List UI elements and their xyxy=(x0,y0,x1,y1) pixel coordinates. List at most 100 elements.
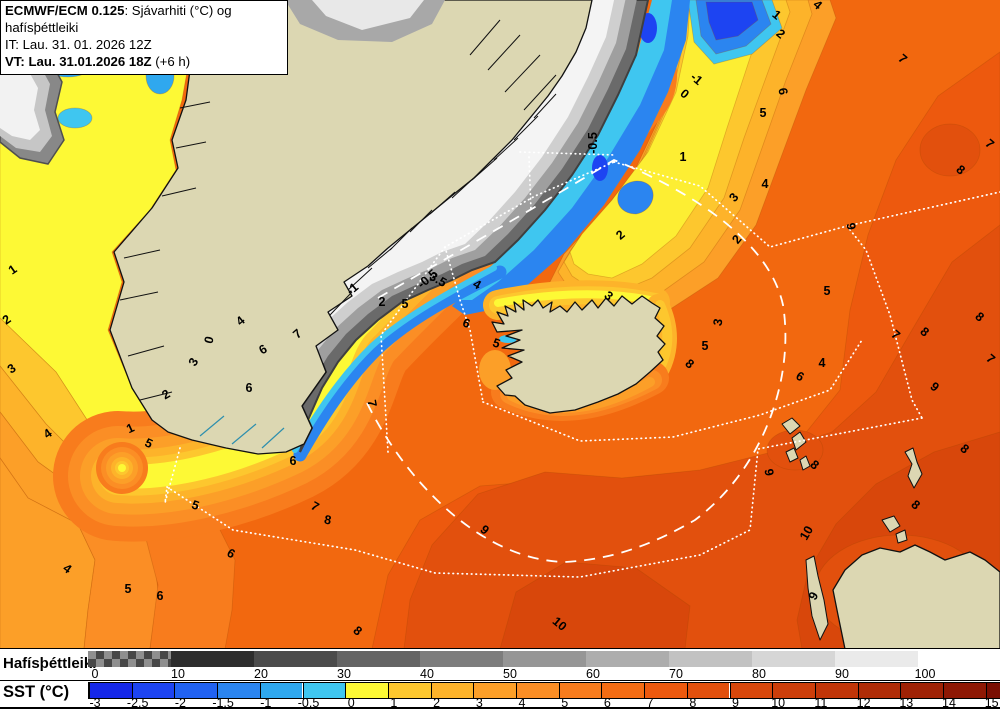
legend-color-segment xyxy=(644,683,687,698)
legend-tick-value: 30 xyxy=(337,667,351,681)
contour-value-label: 5 xyxy=(190,497,201,513)
legend-tick-value: 20 xyxy=(254,667,268,681)
legend-tick-value: -1 xyxy=(260,696,272,709)
legend-color-segment xyxy=(259,683,303,698)
contour-value-label: 0 xyxy=(201,335,216,345)
legend-color-segment xyxy=(473,683,516,698)
legend-tick-value: 100 xyxy=(914,667,936,681)
legend-color-segment xyxy=(558,683,602,698)
ice-concentration-colorbar xyxy=(88,651,1000,667)
contour-value-label: 9 xyxy=(843,222,858,231)
sst-legend-label: SST (°C) xyxy=(3,683,70,701)
contour-value-label: 4 xyxy=(762,177,769,191)
faroe-islands xyxy=(781,417,811,471)
legend-color-segment xyxy=(772,683,815,698)
outer-hebrides xyxy=(805,555,829,641)
legend-tick-value: 70 xyxy=(669,667,683,681)
maritime-boundary-lines xyxy=(164,151,1000,578)
legend-color-segment xyxy=(835,651,918,667)
legend-panel: Hafísþéttleiki 0 10 20 30 40 50 60 70 80 90 100 SS… xyxy=(0,648,1000,709)
legend-tick-value: 12 xyxy=(856,696,871,709)
legend-color-segment xyxy=(943,683,986,698)
contour-value-label: 6 xyxy=(157,589,164,603)
legend-tick-value: 90 xyxy=(835,667,849,681)
contour-value-label: 1 xyxy=(680,150,687,164)
legend-tick-value: 15 xyxy=(984,696,999,709)
legend-tick-value: 10 xyxy=(771,696,786,709)
legend-tick-value: 50 xyxy=(503,667,517,681)
legend-color-segment xyxy=(900,683,943,698)
legend-color-segment xyxy=(430,683,474,698)
contour-value-label: 6 xyxy=(246,381,253,395)
legend-color-segment xyxy=(752,651,835,667)
sst-ice-map: 01234456152034676-1-0.5253.5-0.5-1012124… xyxy=(0,0,1000,649)
legend-tick-value: 1 xyxy=(390,696,398,709)
greenland-terrain-details xyxy=(119,0,557,449)
contour-value-label: 9 xyxy=(761,468,776,477)
legend-tick-value: 7 xyxy=(646,696,654,709)
contour-value-label: 6 xyxy=(775,87,790,96)
legend-color-segment xyxy=(814,683,858,698)
contour-value-label: 10 xyxy=(797,523,816,542)
legend-tick-value: 40 xyxy=(420,667,434,681)
contour-value-label: 6 xyxy=(461,315,472,331)
legend-tick-value: 0 xyxy=(91,667,99,681)
legend-color-segment xyxy=(337,651,420,667)
legend-tick-value: 10 xyxy=(171,667,185,681)
legend-color-segment xyxy=(686,683,730,698)
legend-tick-value: 14 xyxy=(942,696,956,709)
legend-color-segment xyxy=(171,651,254,667)
scotland-landmass xyxy=(832,544,1000,649)
legend-color-segment xyxy=(89,683,132,698)
model-title-line: ECMWF/ECM 0.125: Sjávarhiti (°C) og hafí… xyxy=(5,3,232,35)
legend-tick-value: 3 xyxy=(475,696,483,709)
legend-tick-value: 9 xyxy=(732,696,739,709)
shetland-islands xyxy=(904,447,923,489)
model-name: ECMWF/ECM 0.125 xyxy=(5,3,125,18)
contour-value-label: 5 xyxy=(125,582,132,596)
legend-tick-value: 11 xyxy=(814,696,828,709)
legend-tick-value: 4 xyxy=(518,696,526,709)
legend-color-segment xyxy=(174,683,218,698)
legend-tick-value: -2.5 xyxy=(126,696,149,709)
contour-value-label: 6 xyxy=(290,454,297,468)
legend-color-segment xyxy=(88,651,171,667)
valid-time: VT: Lau. 31.01.2026 18Z xyxy=(5,53,152,69)
iceland-landmass xyxy=(491,295,666,414)
legend-tick-value: 13 xyxy=(899,696,914,709)
land-masses xyxy=(109,0,1000,649)
legend-color-segment xyxy=(601,683,645,698)
contour-value-label: 5 xyxy=(760,106,767,120)
legend-tick-value: -2 xyxy=(174,696,186,709)
contour-value-label: 5 xyxy=(491,335,502,351)
legend-bottom-border xyxy=(0,707,1000,709)
legend-tick-value: 5 xyxy=(561,696,569,709)
legend-color-segment xyxy=(131,683,175,698)
contour-value-label: 4 xyxy=(819,356,826,370)
legend-row-separator xyxy=(0,680,1000,681)
contour-value-label: 3 xyxy=(711,318,726,327)
dotted-boundaries xyxy=(164,151,1000,578)
sst-colorbar xyxy=(88,682,1000,699)
legend-tick-value: 8 xyxy=(689,696,697,709)
east-greenland-cold-band xyxy=(292,0,690,462)
orkney-islands xyxy=(881,515,908,544)
contour-value-label: 5 xyxy=(702,339,709,353)
ice-concentration-legend-label: Hafísþéttleiki xyxy=(3,655,97,672)
legend-color-segment xyxy=(302,683,346,698)
legend-color-segment xyxy=(345,683,388,698)
legend-tick-value: 60 xyxy=(586,667,600,681)
valid-time-line: VT: Lau. 31.01.2026 18Z (+6 h) xyxy=(5,53,191,69)
legend-tick-value: 6 xyxy=(603,696,611,709)
contour-value-label: 2 xyxy=(379,295,386,309)
legend-color-segment xyxy=(254,651,337,667)
legend-color-segment xyxy=(217,683,260,698)
contour-value-label: 8 xyxy=(323,513,332,528)
legend-tick-value: -1.5 xyxy=(212,696,234,709)
legend-color-segment xyxy=(420,651,503,667)
legend-tick-value: -3 xyxy=(89,696,101,709)
legend-tick-value: -0.5 xyxy=(297,696,320,709)
legend-overflow-segment xyxy=(918,651,1000,667)
legend-color-segment xyxy=(586,651,669,667)
